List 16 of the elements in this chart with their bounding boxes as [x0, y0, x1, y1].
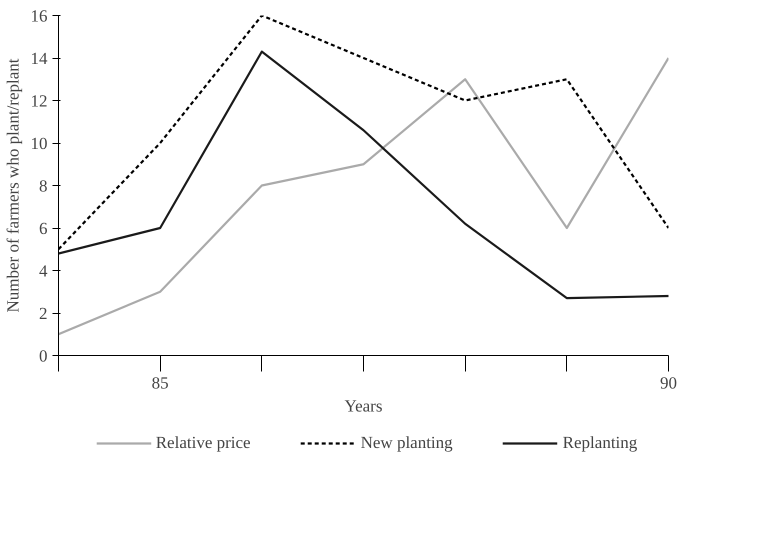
y-tick-label: 6	[39, 219, 48, 238]
y-tick-label: 12	[30, 92, 48, 110]
y-tick-label: 16	[30, 6, 48, 26]
legend-label: Replanting	[562, 433, 638, 453]
y-tick-label: 0	[39, 346, 48, 366]
x-tick-label: 90	[660, 374, 677, 392]
y-tick-label: 8	[39, 176, 48, 196]
y-tick-label: 2	[39, 304, 48, 323]
y-axis-title: Number of farmers who plant/replant	[4, 58, 22, 312]
legend-label: New planting	[360, 433, 453, 453]
y-tick-label: 10	[30, 134, 48, 153]
y-tick-label: 14	[30, 49, 48, 68]
x-tick-label: 85	[152, 374, 169, 392]
legend-label: Relative price	[156, 433, 251, 453]
x-axis-title: Years	[344, 396, 382, 416]
y-tick-label: 4	[39, 262, 48, 280]
